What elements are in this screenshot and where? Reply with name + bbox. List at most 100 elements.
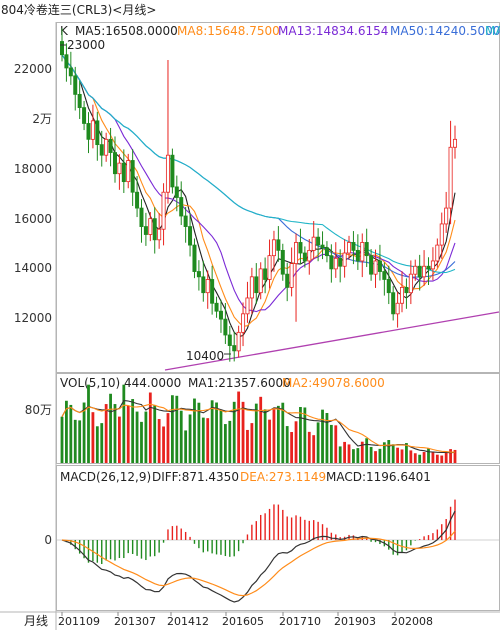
vol-tick-80w: 80万 <box>25 403 52 417</box>
volume-bar <box>391 444 395 463</box>
dea-line <box>61 530 456 597</box>
candle-body <box>351 242 356 251</box>
macd-histogram <box>65 499 456 565</box>
candlesticks <box>60 28 457 362</box>
candle-body <box>232 345 237 352</box>
volume-bar <box>316 422 320 463</box>
volume-bar <box>254 403 258 463</box>
volume-bar <box>387 440 391 463</box>
candle-body <box>68 67 73 77</box>
macd-legend: MACD(26,12,9) <box>60 470 151 484</box>
volume-bar <box>427 448 430 463</box>
volume-bar <box>440 455 444 463</box>
candle-body <box>77 93 82 109</box>
window-title: 804冷卷连三(CRL3)<月线> <box>1 2 156 17</box>
volume-bar <box>285 426 289 463</box>
candle-body <box>316 236 321 246</box>
candle-body <box>280 249 285 275</box>
date-label: 201307 <box>114 615 156 628</box>
volume-bar <box>418 454 422 463</box>
volume-bar <box>170 395 174 463</box>
volume-bar <box>352 449 355 463</box>
candle-body <box>165 154 170 193</box>
date-label: 201903 <box>334 615 376 628</box>
candle-body <box>307 249 312 262</box>
candle-body <box>298 242 303 254</box>
candle-body <box>201 276 206 294</box>
candle-body <box>90 120 95 140</box>
price-tick-14000: 14000 <box>14 261 52 275</box>
volume-bar <box>82 402 86 463</box>
volume-bar <box>210 400 214 463</box>
volume-bar <box>374 451 377 463</box>
candle-body <box>267 255 272 280</box>
volume-bar <box>382 442 386 463</box>
candle-body <box>130 160 135 193</box>
candle-body <box>108 138 113 153</box>
volume-bar <box>338 446 342 463</box>
volume-bar <box>343 441 347 463</box>
candle-body <box>210 279 215 304</box>
vol-ma1-legend: MA1:21357.6000 <box>188 376 291 390</box>
price-tick-22000: 22000 <box>14 62 52 76</box>
ma13-legend: MA13:14834.6154 <box>278 24 388 38</box>
high-label: 23000 <box>67 38 105 52</box>
candle-body <box>179 197 184 217</box>
candle-body <box>117 162 122 175</box>
vol-ma2-line <box>61 403 455 453</box>
candle-body <box>143 226 148 235</box>
candle-body <box>452 138 457 148</box>
volume-bar <box>435 454 439 463</box>
candle-body <box>448 146 453 209</box>
candle-body <box>263 268 268 280</box>
candle-body <box>126 160 131 183</box>
candle-body <box>382 271 387 280</box>
candle-body <box>276 239 281 251</box>
price-tick-16000: 16000 <box>14 212 52 226</box>
date-label: 201412 <box>167 615 209 628</box>
candle-body <box>320 244 325 249</box>
volume-bar <box>140 421 143 463</box>
candle-body <box>369 255 374 275</box>
ma60-line <box>61 54 456 274</box>
candle-body <box>236 331 241 352</box>
candle-body <box>148 218 153 235</box>
candle-body <box>422 265 427 278</box>
candle-body <box>430 260 435 270</box>
volume-bar <box>449 449 452 463</box>
volume-bar <box>215 402 218 463</box>
volume-bar <box>405 443 408 463</box>
volume-bar <box>148 392 152 463</box>
candle-body <box>285 273 290 288</box>
ma5-line <box>61 54 456 338</box>
volume-bar <box>175 395 179 463</box>
candle-body <box>408 273 413 294</box>
volume-bar <box>325 413 329 463</box>
volume-bar <box>237 391 241 463</box>
volume-bar <box>193 398 196 463</box>
volume-bar <box>321 409 324 463</box>
volume-bar <box>153 404 157 463</box>
candle-body <box>258 268 263 294</box>
candle-body <box>245 297 250 315</box>
candle-body <box>426 265 431 270</box>
candle-body <box>347 242 352 254</box>
candle-body <box>121 162 126 183</box>
volume-bar <box>219 409 223 463</box>
volume-bar <box>126 405 130 463</box>
volume-bar <box>104 404 108 463</box>
candle-body <box>271 239 276 257</box>
volume-bar <box>281 402 285 463</box>
candle-body <box>417 265 422 278</box>
candle-body <box>435 244 440 262</box>
candle-body <box>324 247 329 257</box>
candle-body <box>360 242 365 262</box>
candle-body <box>218 310 223 320</box>
ma8-legend: MA8:15648.7500 <box>177 24 280 38</box>
volume-bar <box>431 451 435 463</box>
volume-bar <box>422 452 426 463</box>
volume-bar <box>334 425 338 463</box>
volume-bar <box>290 432 294 463</box>
vol-ma2-legend: MA2:49078.6000 <box>282 376 385 390</box>
